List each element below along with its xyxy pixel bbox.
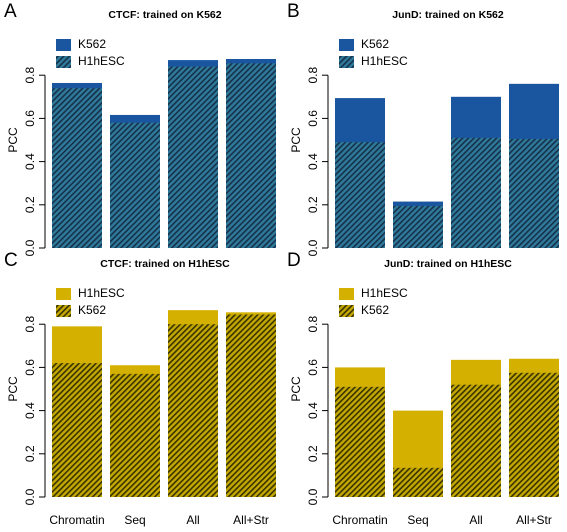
chart-title: JunD: trained on K562: [392, 9, 504, 21]
legend-swatch: [56, 56, 71, 68]
x-tick-label: All: [186, 513, 199, 527]
y-tick-label: 0.8: [23, 316, 37, 333]
y-tick-label: 0.8: [306, 316, 320, 333]
legend-label: K562: [78, 37, 106, 51]
legend-label: H1hESC: [78, 286, 125, 300]
y-tick-label: 0.6: [306, 359, 320, 376]
x-tick-label: Seq: [124, 513, 145, 527]
y-tick-label: 0.4: [23, 402, 37, 419]
bar: [393, 205, 443, 248]
y-axis-label: PCC: [6, 376, 20, 402]
bar: [509, 372, 559, 497]
panel-letter: A: [4, 1, 17, 22]
bar: [52, 88, 102, 248]
bar: [393, 467, 443, 497]
legend-label: H1hESC: [361, 286, 408, 300]
y-tick-label: 0.0: [23, 239, 37, 256]
bar: [168, 324, 218, 497]
y-tick-label: 0.2: [23, 445, 37, 462]
x-tick-label: All+Str: [233, 513, 269, 527]
y-tick-label: 0.8: [306, 67, 320, 84]
y-tick-label: 0.4: [306, 402, 320, 419]
chart-title: CTCF: trained on K562: [108, 9, 221, 21]
x-tick-label: Seq: [407, 513, 428, 527]
bar: [110, 122, 160, 248]
bar: [509, 138, 559, 248]
bar: [52, 363, 102, 497]
y-tick-label: 0.8: [23, 67, 37, 84]
y-tick-label: 0.6: [306, 110, 320, 127]
bar: [226, 63, 276, 248]
x-tick-label: All+Str: [516, 513, 552, 527]
legend-swatch: [339, 39, 354, 51]
panel-letter: D: [287, 250, 301, 271]
y-tick-label: 0.0: [306, 239, 320, 256]
legend-swatch: [56, 305, 71, 317]
bar: [335, 142, 385, 248]
y-tick-label: 0.6: [23, 110, 37, 127]
y-tick-label: 0.0: [306, 488, 320, 505]
legend-swatch: [339, 305, 354, 317]
y-tick-label: 0.0: [23, 488, 37, 505]
legend-swatch: [56, 39, 71, 51]
y-tick-label: 0.4: [23, 153, 37, 170]
bar: [451, 384, 501, 497]
bar: [335, 386, 385, 497]
bar: [451, 137, 501, 248]
y-tick-label: 0.2: [306, 445, 320, 462]
y-axis-label: PCC: [289, 376, 303, 402]
legend-label: K562: [361, 37, 389, 51]
y-tick-label: 0.4: [306, 153, 320, 170]
legend-label: H1hESC: [361, 54, 408, 68]
y-axis-label: PCC: [289, 127, 303, 153]
y-axis-label: PCC: [6, 127, 20, 153]
x-tick-label: Chromatin: [49, 513, 104, 527]
panel-letter: B: [287, 1, 300, 22]
legend-label: H1hESC: [78, 54, 125, 68]
y-tick-label: 0.6: [23, 359, 37, 376]
x-tick-label: Chromatin: [332, 513, 387, 527]
chart-title: JunD: trained on H1hESC: [384, 258, 512, 270]
panel-letter: C: [4, 250, 18, 271]
y-tick-label: 0.2: [23, 196, 37, 213]
bar: [110, 373, 160, 497]
y-tick-label: 0.2: [306, 196, 320, 213]
bar: [226, 314, 276, 497]
legend-swatch: [339, 56, 354, 68]
legend-label: K562: [78, 303, 106, 317]
bar: [168, 66, 218, 248]
legend-label: K562: [361, 303, 389, 317]
x-tick-label: All: [469, 513, 482, 527]
legend-swatch: [339, 288, 354, 300]
legend-swatch: [56, 288, 71, 300]
chart-title: CTCF: trained on H1hESC: [100, 258, 230, 270]
